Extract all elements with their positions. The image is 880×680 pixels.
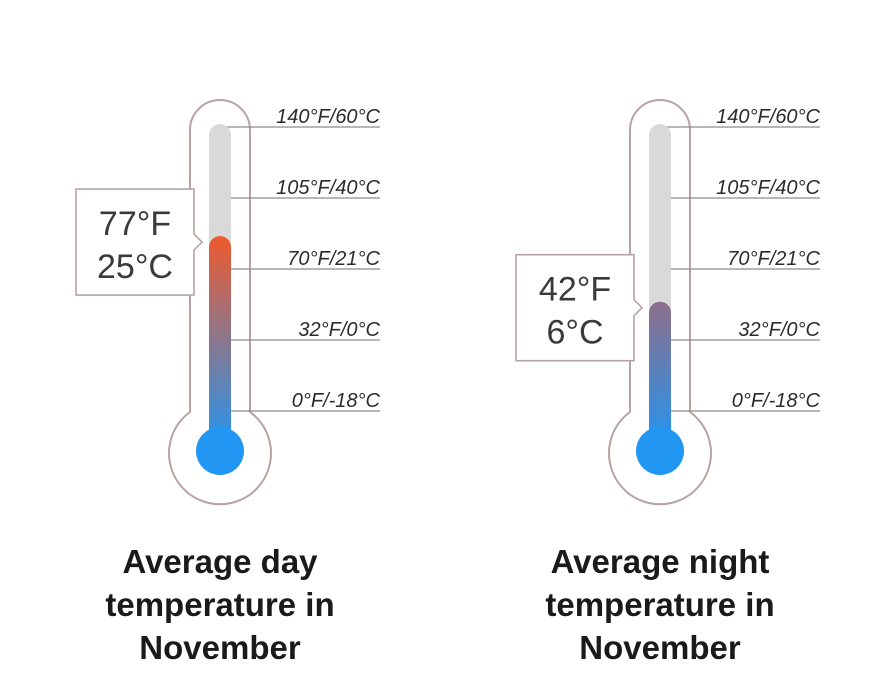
tick-label: 140°F/60°C bbox=[276, 106, 380, 128]
day-caption: Average day temperature in November bbox=[105, 543, 335, 666]
value-fahrenheit: 77°F bbox=[99, 205, 171, 243]
thermometer-bulb bbox=[196, 427, 244, 475]
value-fahrenheit: 42°F bbox=[539, 271, 611, 309]
day-thermometer: 140°F/60°C 105°F/40°C 70°F/21°C 32°F/0°C 0°F… bbox=[75, 99, 381, 506]
mercury-column bbox=[649, 301, 671, 450]
tick-label: 0°F/-18°C bbox=[732, 390, 821, 412]
value-celsius: 25°C bbox=[97, 248, 173, 286]
night-caption: Average night temperature in November bbox=[545, 543, 775, 666]
tick-label: 140°F/60°C bbox=[716, 106, 820, 128]
tick-label: 32°F/0°C bbox=[298, 319, 380, 341]
tick-label: 32°F/0°C bbox=[738, 319, 820, 341]
tick-label: 70°F/21°C bbox=[287, 248, 380, 270]
thermometer-bulb bbox=[636, 427, 684, 475]
value-callout bbox=[515, 253, 644, 362]
tick-label: 105°F/40°C bbox=[276, 177, 380, 199]
value-callout bbox=[75, 188, 204, 296]
tick-label: 70°F/21°C bbox=[727, 248, 820, 270]
tick-label: 0°F/-18°C bbox=[292, 390, 381, 412]
tick-label: 105°F/40°C bbox=[716, 177, 820, 199]
value-celsius: 6°C bbox=[546, 314, 603, 352]
night-thermometer: 140°F/60°C 105°F/40°C 70°F/21°C 32°F/0°C 0°F… bbox=[515, 99, 821, 506]
mercury-column bbox=[209, 236, 231, 450]
